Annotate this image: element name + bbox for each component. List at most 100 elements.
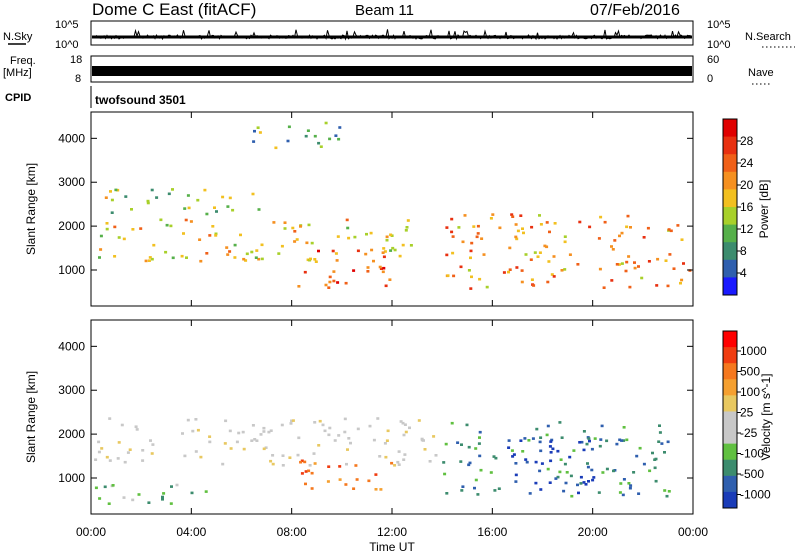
- data-cell: [317, 444, 321, 447]
- data-cell: [251, 424, 255, 427]
- data-cell: [235, 440, 239, 444]
- data-cell: [378, 265, 382, 269]
- data-cell: [379, 488, 383, 491]
- data-cell: [624, 269, 628, 273]
- data-cell: [151, 443, 155, 446]
- data-cell: [257, 257, 261, 261]
- x-axis-label: Time UT: [369, 540, 415, 554]
- data-cell: [545, 245, 549, 249]
- data-cell: [570, 494, 574, 498]
- data-cell: [539, 223, 543, 226]
- data-cell: [379, 267, 383, 270]
- data-cell: [317, 141, 321, 145]
- y-tick-label: 1000: [58, 263, 85, 277]
- data-cell: [162, 492, 166, 495]
- data-cell: [255, 249, 259, 252]
- data-cell: [605, 467, 609, 471]
- data-cell: [250, 439, 254, 442]
- data-cell: [640, 276, 644, 280]
- station-title: Dome C East (fitACF): [92, 0, 256, 19]
- data-cell: [663, 451, 666, 454]
- power-panel: 1000 2000 3000 4000 Slant Range [km] 4 8 12 16…: [24, 111, 771, 307]
- data-cell: [260, 243, 264, 247]
- colorbar-tick-label: 1000: [740, 344, 767, 358]
- data-cell: [281, 464, 285, 467]
- data-cell: [244, 259, 248, 262]
- data-cell: [563, 235, 567, 238]
- data-cell: [549, 451, 553, 454]
- data-cell: [613, 239, 617, 242]
- data-cell: [321, 423, 325, 427]
- nsky-tick-low-right: 10^0: [707, 39, 731, 51]
- data-cell: [169, 502, 173, 505]
- data-cell: [318, 419, 322, 423]
- data-cell: [167, 192, 171, 196]
- data-cell: [622, 478, 626, 481]
- data-cell: [310, 471, 314, 475]
- data-cell: [150, 257, 154, 261]
- data-cell: [353, 235, 357, 239]
- data-cell: [406, 219, 410, 222]
- colorbar-tick-label: -500: [740, 467, 764, 481]
- data-cell: [562, 489, 566, 493]
- data-cell: [233, 243, 237, 247]
- data-cell: [584, 483, 588, 486]
- data-cell: [312, 452, 316, 455]
- data-cell: [304, 134, 308, 138]
- data-cell: [105, 455, 109, 459]
- data-cell: [625, 260, 629, 264]
- data-cell: [628, 285, 632, 289]
- data-cell: [459, 460, 463, 463]
- data-cell: [397, 463, 401, 466]
- colorbar-swatch: [723, 411, 737, 429]
- data-cell: [535, 427, 539, 431]
- data-cell: [165, 223, 169, 227]
- data-cell: [489, 217, 493, 220]
- y-tick-label: 4000: [58, 339, 85, 353]
- data-cell: [114, 188, 118, 192]
- data-cell: [550, 438, 554, 442]
- data-cell: [472, 225, 476, 228]
- data-cell: [323, 429, 327, 433]
- data-cell: [267, 430, 271, 434]
- data-cell: [385, 439, 389, 442]
- data-cell: [553, 222, 557, 225]
- data-cell: [508, 268, 512, 271]
- data-cell: [469, 287, 473, 290]
- data-cell: [627, 255, 631, 258]
- data-cell: [337, 137, 341, 141]
- data-cell: [603, 220, 607, 224]
- data-cell: [590, 468, 594, 472]
- data-cell: [382, 255, 386, 259]
- data-cell: [667, 490, 671, 493]
- data-cell: [250, 250, 254, 254]
- data-cell: [131, 228, 135, 231]
- data-cell: [615, 263, 619, 266]
- colorbar-swatch: [723, 242, 737, 261]
- data-cell: [388, 278, 392, 281]
- data-cell: [451, 235, 455, 238]
- data-cell: [319, 145, 323, 148]
- x-tick-label: 12:00: [377, 525, 407, 539]
- data-cell: [260, 257, 264, 261]
- data-cell: [328, 280, 332, 284]
- data-cell: [508, 246, 512, 250]
- data-cell: [669, 229, 673, 233]
- data-cell: [280, 244, 284, 248]
- data-cell: [626, 214, 630, 218]
- data-cell: [135, 428, 139, 431]
- data-cell: [113, 255, 117, 258]
- data-cell: [226, 205, 230, 208]
- data-cell: [356, 427, 360, 431]
- data-cell: [194, 418, 198, 421]
- data-cell: [208, 435, 212, 438]
- data-cell: [399, 420, 403, 423]
- data-cell: [534, 481, 538, 485]
- data-cell: [307, 469, 311, 473]
- data-cell: [474, 478, 478, 482]
- data-cell: [460, 489, 464, 492]
- data-cell: [310, 241, 314, 245]
- x-tick-label: 00:00: [678, 525, 708, 539]
- data-cell: [398, 254, 402, 258]
- data-cell: [470, 241, 474, 245]
